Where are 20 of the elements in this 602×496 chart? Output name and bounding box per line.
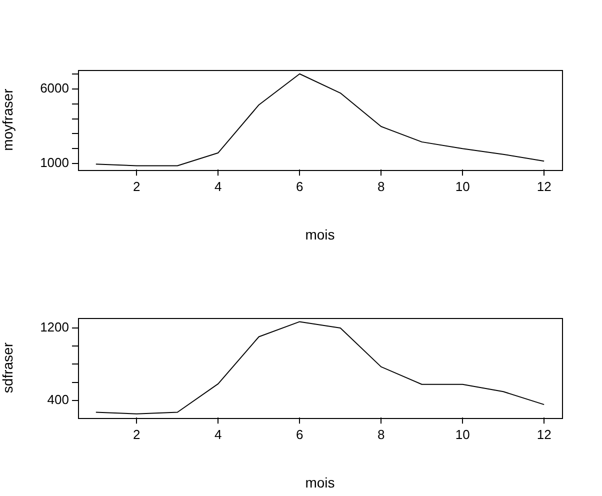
- x-tick-label: 6: [296, 426, 304, 442]
- x-tick-label: 10: [455, 426, 470, 442]
- x-tick-label: 12: [536, 426, 552, 442]
- x-tick-label: 4: [214, 178, 222, 194]
- y-tick-label: 1000: [40, 155, 69, 170]
- x-tick-label: 2: [133, 178, 140, 194]
- y-tick-label: 1200: [40, 320, 69, 335]
- y-axis-title: moyfraser: [0, 88, 16, 151]
- x-tick-label: 12: [536, 178, 552, 194]
- x-tick-label: 6: [296, 178, 304, 194]
- y-tick-label: 400: [47, 392, 69, 407]
- y-tick-label: 6000: [40, 80, 69, 96]
- x-tick-label: 8: [377, 178, 385, 194]
- x-tick-label: 10: [455, 178, 470, 194]
- x-tick-label: 8: [377, 426, 385, 442]
- y-axis-title: sdfraser: [0, 342, 16, 394]
- x-tick-label: 2: [133, 426, 140, 442]
- x-tick-label: 4: [214, 426, 222, 442]
- x-axis-title: mois: [305, 474, 335, 490]
- x-axis-title: mois: [305, 226, 335, 242]
